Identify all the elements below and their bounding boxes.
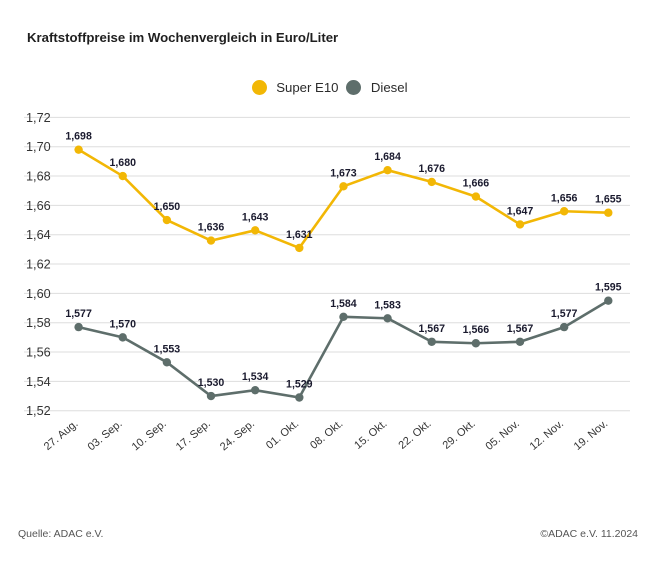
svg-text:1,64: 1,64: [26, 228, 51, 242]
svg-text:1,566: 1,566: [463, 324, 490, 336]
svg-text:10. Sep.: 10. Sep.: [130, 418, 169, 454]
svg-text:1,656: 1,656: [551, 192, 578, 204]
svg-text:1,60: 1,60: [26, 287, 51, 301]
svg-text:1,595: 1,595: [595, 282, 622, 294]
svg-text:1,684: 1,684: [374, 151, 401, 163]
svg-text:1,666: 1,666: [463, 178, 490, 190]
svg-text:1,534: 1,534: [242, 371, 269, 383]
svg-text:1,62: 1,62: [26, 258, 51, 272]
svg-text:1,676: 1,676: [418, 163, 445, 175]
svg-text:1,530: 1,530: [198, 377, 225, 389]
svg-text:1,577: 1,577: [551, 308, 578, 320]
svg-text:1,583: 1,583: [374, 299, 401, 311]
svg-text:1,553: 1,553: [154, 343, 181, 355]
svg-text:1,56: 1,56: [26, 346, 51, 360]
svg-text:29. Okt.: 29. Okt.: [441, 418, 478, 452]
svg-text:1,647: 1,647: [507, 205, 534, 217]
svg-text:19. Nov.: 19. Nov.: [572, 418, 610, 453]
svg-text:1,655: 1,655: [595, 194, 622, 206]
svg-text:1,570: 1,570: [109, 318, 136, 330]
svg-text:1,567: 1,567: [418, 323, 445, 335]
svg-text:15. Okt.: 15. Okt.: [352, 418, 389, 452]
svg-text:1,72: 1,72: [26, 111, 51, 125]
svg-text:1,636: 1,636: [198, 222, 225, 234]
svg-text:1,66: 1,66: [26, 199, 51, 213]
svg-text:03. Sep.: 03. Sep.: [86, 418, 125, 454]
svg-text:1,52: 1,52: [26, 404, 51, 418]
svg-text:08. Okt.: 08. Okt.: [308, 418, 345, 452]
svg-text:1,54: 1,54: [26, 375, 51, 389]
svg-text:01. Okt.: 01. Okt.: [264, 418, 301, 452]
svg-text:24. Sep.: 24. Sep.: [218, 418, 257, 454]
svg-text:1,643: 1,643: [242, 211, 269, 223]
svg-text:1,70: 1,70: [26, 140, 51, 154]
svg-text:1,650: 1,650: [154, 201, 181, 213]
svg-text:05. Nov.: 05. Nov.: [483, 418, 521, 453]
svg-text:1,673: 1,673: [330, 167, 357, 179]
svg-text:1,68: 1,68: [26, 170, 51, 184]
svg-text:17. Sep.: 17. Sep.: [174, 418, 213, 454]
svg-text:1,631: 1,631: [286, 229, 313, 241]
svg-text:1,698: 1,698: [65, 131, 92, 143]
svg-text:12. Nov.: 12. Nov.: [528, 418, 566, 453]
svg-text:1,529: 1,529: [286, 379, 313, 391]
svg-text:1,577: 1,577: [65, 308, 92, 320]
svg-text:22. Okt.: 22. Okt.: [396, 418, 433, 452]
svg-text:27. Aug.: 27. Aug.: [42, 418, 81, 453]
svg-text:1,567: 1,567: [507, 323, 534, 335]
svg-text:1,680: 1,680: [109, 157, 136, 169]
svg-text:1,584: 1,584: [330, 298, 357, 310]
svg-text:1,58: 1,58: [26, 316, 51, 330]
